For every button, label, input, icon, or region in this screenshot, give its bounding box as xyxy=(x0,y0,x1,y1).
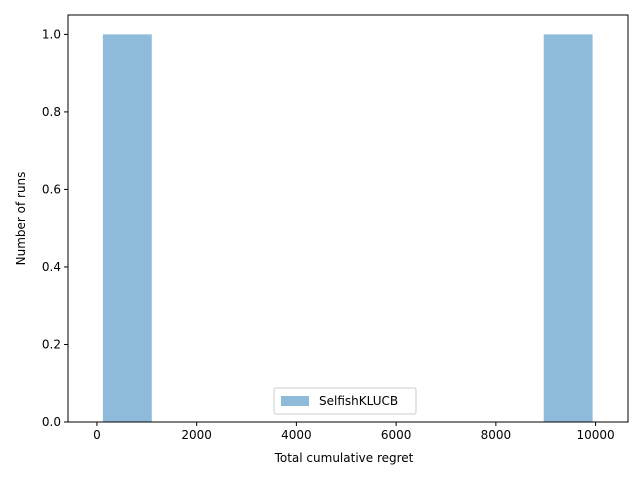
y-tick-label: 0.0 xyxy=(42,415,61,429)
y-tick-label: 0.8 xyxy=(42,105,61,119)
y-tick-label: 1.0 xyxy=(42,27,61,41)
x-axis-ticks: 0 2000 4000 6000 8000 10000 xyxy=(93,422,615,442)
x-tick-label: 6000 xyxy=(381,428,412,442)
x-axis-label: Total cumulative regret xyxy=(274,451,414,465)
x-tick-label: 0 xyxy=(93,428,101,442)
y-tick-label: 0.2 xyxy=(42,337,61,351)
x-tick-label: 2000 xyxy=(181,428,212,442)
y-axis-ticks: 0.0 0.2 0.4 0.6 0.8 1.0 xyxy=(42,27,68,429)
legend: SelfishKLUCB xyxy=(273,387,417,415)
y-axis-label: Number of runs xyxy=(14,172,28,266)
bars-group xyxy=(102,34,593,422)
x-tick-label: 4000 xyxy=(281,428,312,442)
y-tick-label: 0.6 xyxy=(42,182,61,196)
y-tick-label: 0.4 xyxy=(42,260,61,274)
x-tick-label: 10000 xyxy=(576,428,614,442)
legend-box xyxy=(273,387,417,415)
legend-swatch xyxy=(281,396,309,406)
axes-frame xyxy=(67,14,629,423)
legend-label: SelfishKLUCB xyxy=(319,394,398,408)
x-tick-label: 8000 xyxy=(481,428,512,442)
histogram-bar xyxy=(543,34,593,422)
histogram-bar xyxy=(102,34,152,422)
